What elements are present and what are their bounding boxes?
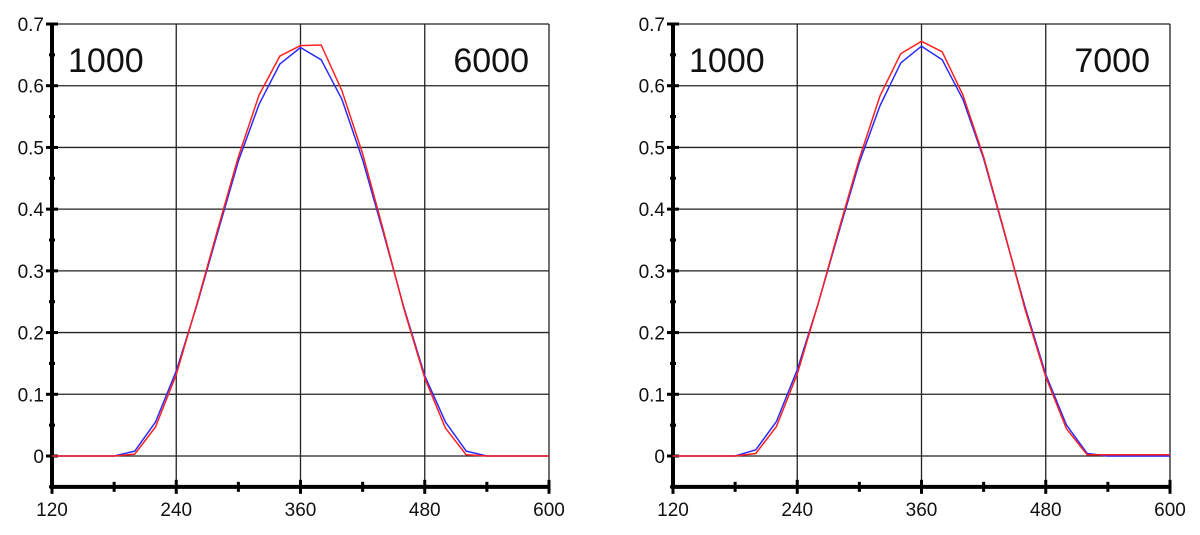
x-tick-label: 600	[1154, 500, 1186, 521]
label-right: 7000	[1074, 42, 1150, 80]
series-line-blue	[673, 45, 1170, 457]
y-tick-label: 0.6	[18, 77, 44, 98]
label-right: 6000	[453, 42, 529, 80]
x-tick-label: 240	[160, 500, 192, 521]
label-left: 1000	[68, 42, 144, 80]
y-tick-label: 0.3	[639, 262, 665, 283]
y-tick-label: 0	[33, 447, 44, 468]
x-tick-label: 480	[1030, 500, 1062, 521]
y-tick-label: 0.6	[639, 77, 665, 98]
chart-2: 0 0.1 0.2 0.3 0.4 0.5 0.6 0.7 120 240 360 480 600 100…	[639, 15, 1186, 521]
y-tick-label: 0.3	[18, 262, 44, 283]
y-tick-label: 0	[654, 447, 665, 468]
series-line-red	[673, 40, 1170, 457]
y-tick-label: 0.7	[18, 15, 44, 36]
y-tick-label: 0.4	[18, 200, 45, 221]
y-tick-label: 0.1	[18, 385, 44, 406]
x-tick-label: 120	[36, 500, 68, 521]
y-tick-label: 0.5	[639, 138, 665, 159]
x-tick-label: 480	[409, 500, 441, 521]
y-tick-label: 0.2	[639, 324, 665, 345]
series-line-blue	[52, 46, 549, 457]
x-tick-label: 120	[657, 500, 689, 521]
y-tick-label: 0.5	[18, 138, 44, 159]
x-tick-label: 360	[285, 500, 317, 521]
x-tick-label: 360	[906, 500, 938, 521]
label-left: 1000	[689, 42, 765, 80]
x-tick-label: 240	[781, 500, 813, 521]
chart-1: 0 0.1 0.2 0.3 0.4 0.5 0.6 0.7 120 240 360 480 600 100…	[18, 15, 565, 521]
y-tick-label: 0.7	[639, 15, 665, 36]
series-line-red	[52, 44, 549, 457]
y-tick-label: 0.2	[18, 324, 44, 345]
y-tick-label: 0.1	[639, 385, 665, 406]
y-tick-label: 0.4	[639, 200, 666, 221]
x-tick-label: 600	[533, 500, 565, 521]
